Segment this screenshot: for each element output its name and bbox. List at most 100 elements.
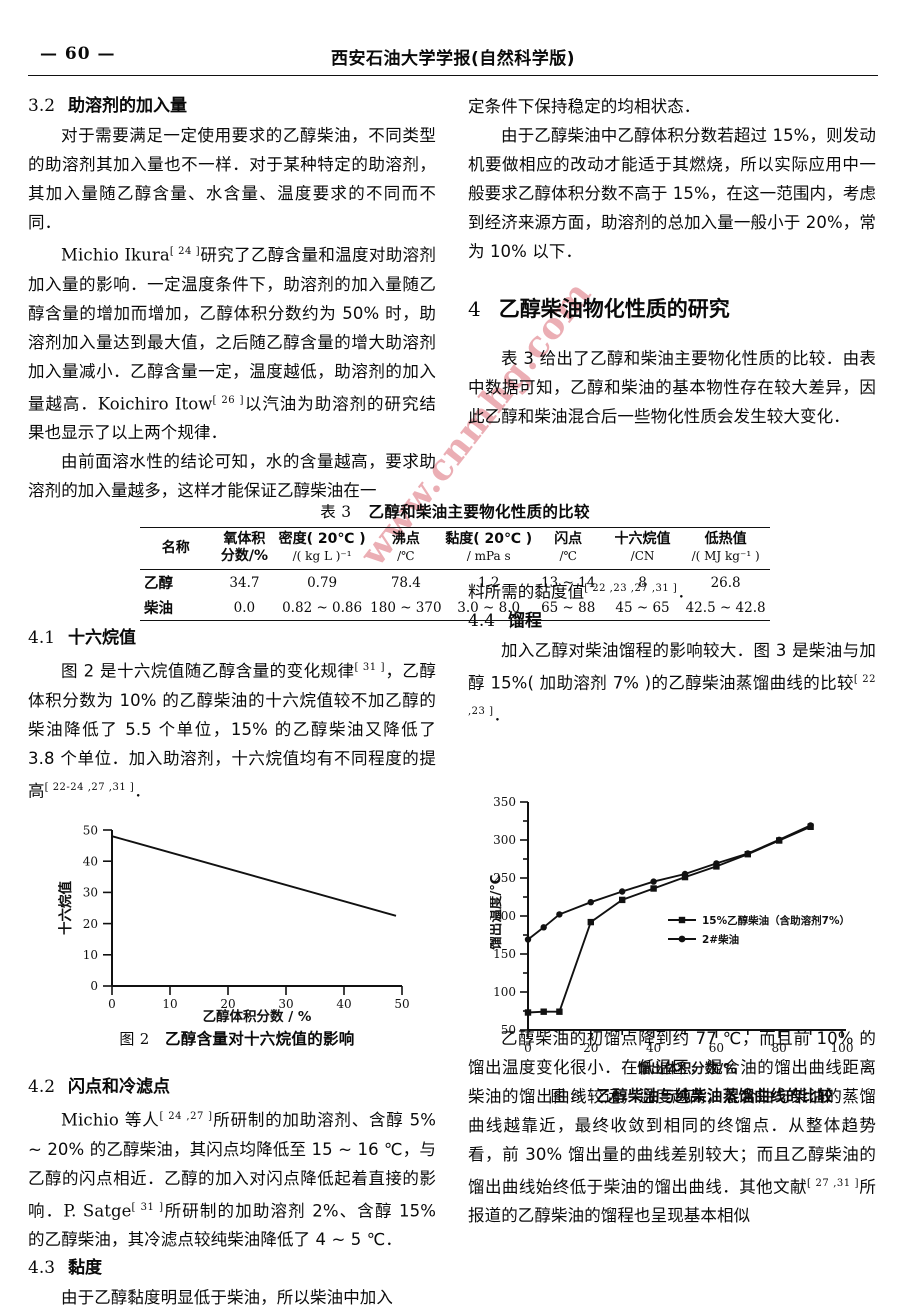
section-heading-3-2: 3.2 助溶剂的加入量: [28, 92, 436, 121]
figure-3-legend: 15%乙醇柴油（含助溶剂7%） 2#柴油: [668, 914, 850, 946]
cell-value: 65 ~ 88: [532, 595, 604, 621]
citation-author-p-satge: P. Satge: [63, 1201, 132, 1220]
paragraph-text: ．: [134, 781, 151, 800]
svg-text:20: 20: [220, 997, 235, 1011]
section-number: 3.2: [28, 96, 56, 116]
figure-caption-text: 乙醇含量对十六烷值的影响: [165, 1030, 355, 1048]
header-line-2: /CN: [630, 549, 655, 563]
y-axis-label: 十六烷值: [57, 881, 74, 935]
svg-text:40: 40: [83, 855, 98, 869]
left-column: 3.2 助溶剂的加入量 对于需要满足一定使用要求的乙醇柴油，不同类型的助溶剂其加入…: [28, 92, 436, 1312]
paragraph-r-2: 由于乙醇柴油中乙醇体积分数若超过 15%，则发动机要做相应的改动才能适于其燃烧，…: [468, 126, 876, 261]
col-header-viscosity: 黏度( 20℃ ) / mPa s: [444, 527, 533, 570]
col-header-oxygen: 氧体积 分数/%: [211, 527, 278, 570]
legend-label-diesel: 2#柴油: [702, 933, 739, 946]
header-line-1: 氧体积: [223, 531, 266, 547]
col-header-lower-heating-value: 低热值 /( MJ kg⁻¹ ): [681, 527, 770, 570]
header-line-1: 密度( 20℃ ): [278, 531, 366, 547]
svg-text:150: 150: [493, 947, 516, 961]
section-number: 4.1: [28, 628, 56, 648]
cell-value: 45 ~ 65: [603, 595, 682, 621]
section-heading-4-3: 4.3 黏度: [28, 1254, 436, 1283]
col-header-flash-point: 闪点 /℃: [532, 527, 604, 570]
header-line-1: 十六烷值: [614, 531, 671, 547]
section-title: 助溶剂的加入量: [68, 96, 188, 116]
table-caption-text: 乙醇和柴油主要物化性质的比较: [368, 503, 590, 521]
table-row: 乙醇 34.7 0.79 78.4 1.2 13 ~ 14 8 26.8: [140, 570, 770, 596]
document-page: www.cnmhg.com — 60 — 西安石油大学学报(自然科学版) 3.2…: [28, 44, 890, 1307]
section-heading-4-2: 4.2 闪点和冷滤点: [28, 1073, 436, 1102]
paragraph-4-2-1: Michio 等人[ 24 ,27 ]所研制的加助溶剂、含醇 5% ~ 20% …: [28, 1102, 436, 1254]
svg-text:30: 30: [83, 886, 98, 900]
paragraph-text: 所研制的加助溶剂、含醇 5% ~ 20% 的乙醇柴油，其闪点均降低至 15 ~ …: [28, 1110, 437, 1221]
y-tick-labels: 0 10 20 30 40 50: [83, 824, 98, 994]
page-header: — 60 — 西安石油大学学报(自然科学版): [28, 44, 878, 74]
series-ethanol-diesel-markers: [524, 823, 814, 1016]
journal-title: 西安石油大学学报(自然科学版): [330, 49, 576, 69]
figure-3: 50 100 150 200 250 300 350: [490, 792, 890, 1106]
x-tick-labels: 0 10 20 30 40 50: [108, 997, 409, 1011]
svg-text:80: 80: [772, 1041, 787, 1055]
svg-text:20: 20: [83, 917, 98, 931]
paragraph-text: ，乙醇体积分数为 10% 的乙醇柴油的十六烷值较不加乙醇的柴油降低了 5.5 个…: [28, 661, 436, 801]
header-line-1: 闪点: [554, 531, 583, 547]
svg-text:30: 30: [278, 997, 293, 1011]
paragraph-text: 图 2 是十六烷值随乙醇含量的变化规律: [61, 661, 355, 681]
paragraph-text: 乙醇柴油的初馏点降到约 77 ℃，而且前 10% 的馏出温度变化很小．在低温区，…: [468, 1028, 876, 1197]
series-cetane-line: [111, 835, 397, 917]
paragraph-4-1-1: 图 2 是十六烷值随乙醇含量的变化规律[ 31 ]，乙醇体积分数为 10% 的乙…: [28, 653, 436, 805]
paragraph-3-2-2: Michio Ikura[ 24 ]研究了乙醇含量和温度对助溶剂加入量的影响．一…: [28, 237, 436, 447]
cell-value: 13 ~ 14: [541, 574, 596, 591]
svg-text:200: 200: [493, 909, 516, 923]
section-heading-4: 4 乙醇柴油物化性质的研究: [468, 288, 876, 330]
paragraph-text: 研究了乙醇含量和温度对助溶剂加入量的影响．一定温度条件下，助溶剂的加入量随乙醇含…: [28, 245, 436, 414]
figure-caption-text: 乙醇柴油与纯柴油蒸馏曲线的比较: [596, 1087, 834, 1105]
reference-marker: [ 31 ]: [354, 662, 386, 673]
reference-marker: [ 27 ,31 ]: [807, 1177, 860, 1189]
section-number: 4.3: [28, 1258, 56, 1278]
cell-value: 26.8: [710, 574, 741, 591]
y-axis-label: 馏出温度/℃: [490, 874, 504, 949]
figure-2: 0 10 20 30 40 50 0 10 20 30 40: [40, 808, 430, 1049]
header-line-2: 分数/%: [220, 548, 268, 564]
svg-text:10: 10: [83, 948, 98, 962]
paragraph-text: ．: [493, 705, 511, 725]
section-heading-4-1: 4.1 十六烷值: [28, 624, 436, 653]
svg-text:20: 20: [583, 1041, 598, 1055]
header-line-2: / mPa s: [466, 549, 511, 563]
reference-marker: [ 26 ]: [212, 394, 245, 406]
svg-text:50: 50: [83, 824, 98, 838]
paragraph-r-1: 定条件下保持稳定的均相状态．: [468, 97, 701, 116]
x-ticks: [527, 1030, 843, 1038]
svg-text:300: 300: [493, 833, 516, 847]
header-line-1: 低热值: [704, 531, 747, 547]
section-number: 4.2: [28, 1077, 56, 1097]
cell-value: 0.82 ~ 0.86: [277, 595, 367, 621]
svg-text:40: 40: [336, 997, 351, 1011]
figure-caption-label: 图 2: [119, 1030, 150, 1048]
col-header-density: 密度( 20℃ ) /( kg L )⁻¹: [277, 527, 367, 570]
table-head: 名称 氧体积 分数/% 密度( 20℃ ) /( kg L )⁻¹ 沸点 /℃: [140, 527, 770, 570]
cell-value: 78.4: [390, 574, 421, 591]
header-line-2: /℃: [559, 549, 577, 563]
svg-text:350: 350: [493, 795, 516, 809]
section-number: 4: [468, 297, 481, 321]
svg-text:0: 0: [108, 997, 116, 1011]
reference-marker: [ 22-24 ,27 ,31 ]: [44, 781, 135, 793]
cell-row-name: 乙醇: [144, 576, 173, 592]
col-header-name: 名称: [140, 527, 212, 570]
table-3-container: 表 3 乙醇和柴油主要物化性质的比较 名称 氧体积 分数/% 密度( 20℃ )…: [140, 500, 770, 621]
paragraph-3-2-1: 对于需要满足一定使用要求的乙醇柴油，不同类型的助溶剂其加入量也不一样．对于某种特…: [28, 126, 436, 232]
table-3-caption: 表 3 乙醇和柴油主要物化性质的比较: [140, 500, 770, 522]
paragraph-text: 以汽油为助溶剂的研究结果也显示了以上两个规律．: [28, 394, 437, 442]
cell-value: 0.0: [211, 595, 278, 621]
svg-text:10: 10: [162, 997, 177, 1011]
reference-marker: [ 22 ,23 ]: [468, 673, 876, 718]
svg-text:0: 0: [90, 979, 98, 993]
header-line-1: 名称: [161, 539, 190, 556]
y-tick-labels: 50 100 150 200 250 300 350: [493, 795, 516, 1037]
paragraph-text: 所报道的乙醇柴油的馏程也呈现基本相似: [468, 1177, 877, 1225]
x-axis-label: 乙醇体积分数 / %: [203, 1008, 312, 1023]
paragraph-r-6: 乙醇柴油的初馏点降到约 77 ℃，而且前 10% 的馏出温度变化很小．在低温区，…: [468, 1024, 876, 1231]
reference-marker: [ 31 ]: [131, 1201, 164, 1213]
